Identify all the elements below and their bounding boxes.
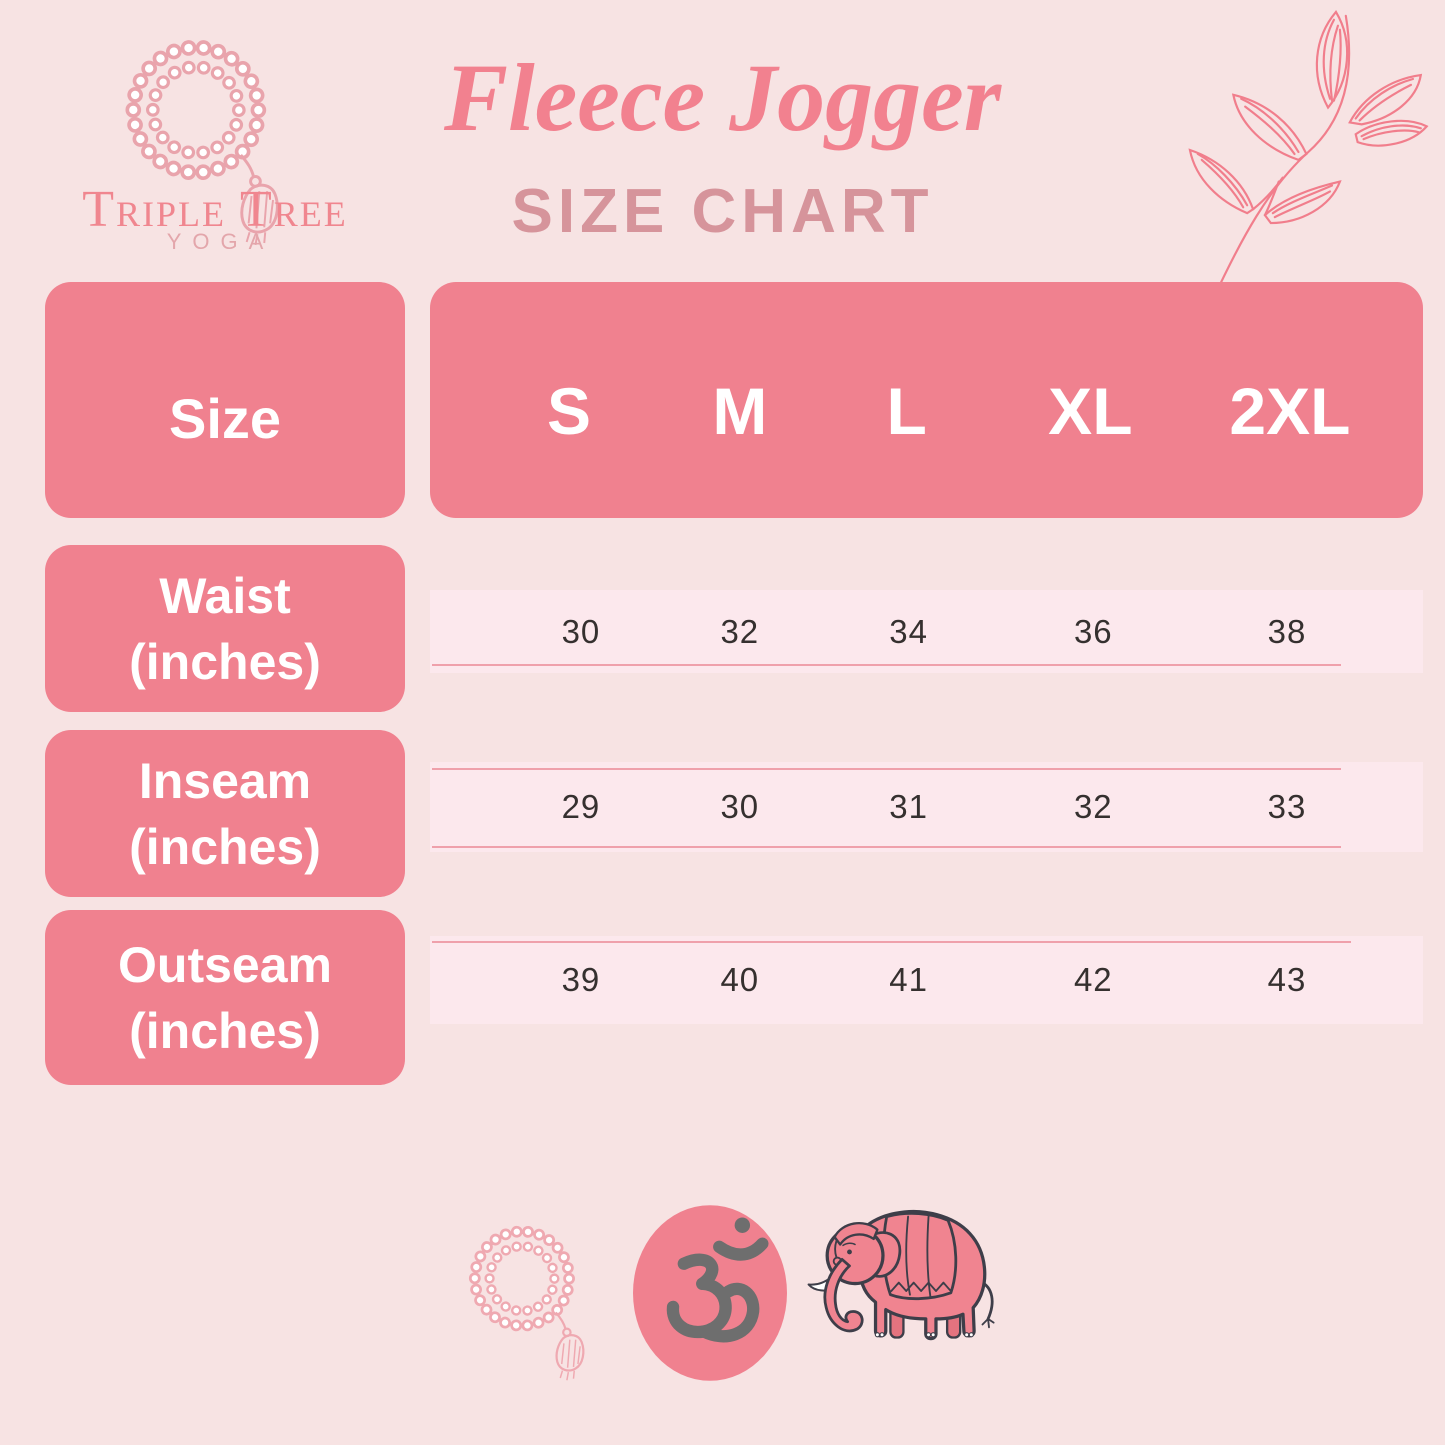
cell-value: 33	[1267, 788, 1307, 825]
cell-value: 29	[561, 788, 601, 825]
leaf-branch-icon	[1188, 10, 1429, 300]
row-unit-text: (inches)	[129, 1002, 321, 1059]
brand-tagline: YOGA	[166, 229, 275, 254]
row-label-waist: Waist (inches)	[45, 545, 405, 712]
cell-value: 34	[889, 612, 928, 650]
row-label-text: Outseam	[118, 936, 332, 993]
row-label-text: Waist	[159, 567, 291, 624]
row-unit-text: (inches)	[129, 633, 321, 690]
sizes-header-row: S M L XL 2XL	[430, 282, 1423, 518]
row-divider-line	[432, 846, 1341, 848]
row-unit-text: (inches)	[129, 818, 321, 875]
cell-value: 41	[889, 961, 928, 998]
size-col-2xl: 2XL	[1229, 374, 1351, 448]
row-values-waist: 30 32 34 36 38	[430, 590, 1423, 673]
page-title: SIZE CHART	[511, 177, 934, 246]
row-divider-line	[432, 941, 1351, 943]
cell-value: 39	[561, 961, 601, 998]
cell-value: 36	[1073, 612, 1113, 650]
row-values-outseam: 39 40 41 42 43	[430, 936, 1423, 1024]
om-symbol-icon	[633, 1205, 787, 1381]
row-divider-line	[432, 768, 1341, 770]
cell-value: 42	[1073, 961, 1113, 998]
size-col-xl: XL	[1048, 374, 1133, 448]
cell-value: 32	[1073, 788, 1113, 825]
size-col-l: L	[886, 374, 927, 448]
cell-value: 30	[561, 612, 601, 650]
cell-value: 32	[720, 612, 760, 650]
row-label-inseam: Inseam (inches)	[45, 730, 405, 897]
row-divider-line	[432, 664, 1341, 666]
size-header-cell: Size	[45, 282, 405, 518]
cell-value: 30	[720, 788, 760, 825]
row-values-inseam: 29 30 31 32 33	[430, 762, 1423, 852]
size-col-m: M	[712, 374, 768, 448]
product-title: Fleece Jogger	[443, 44, 1002, 151]
brand-name: Triple Tree	[82, 181, 348, 238]
elephant-icon	[807, 1209, 995, 1341]
row-label-outseam: Outseam (inches)	[45, 910, 405, 1085]
mala-beads-icon	[452, 1192, 614, 1402]
cell-value: 40	[720, 961, 760, 998]
size-col-s: S	[547, 374, 592, 448]
cell-value: 31	[889, 788, 928, 825]
cell-value: 38	[1267, 612, 1307, 650]
cell-value: 43	[1267, 961, 1307, 998]
row-label-text: Inseam	[138, 752, 312, 809]
